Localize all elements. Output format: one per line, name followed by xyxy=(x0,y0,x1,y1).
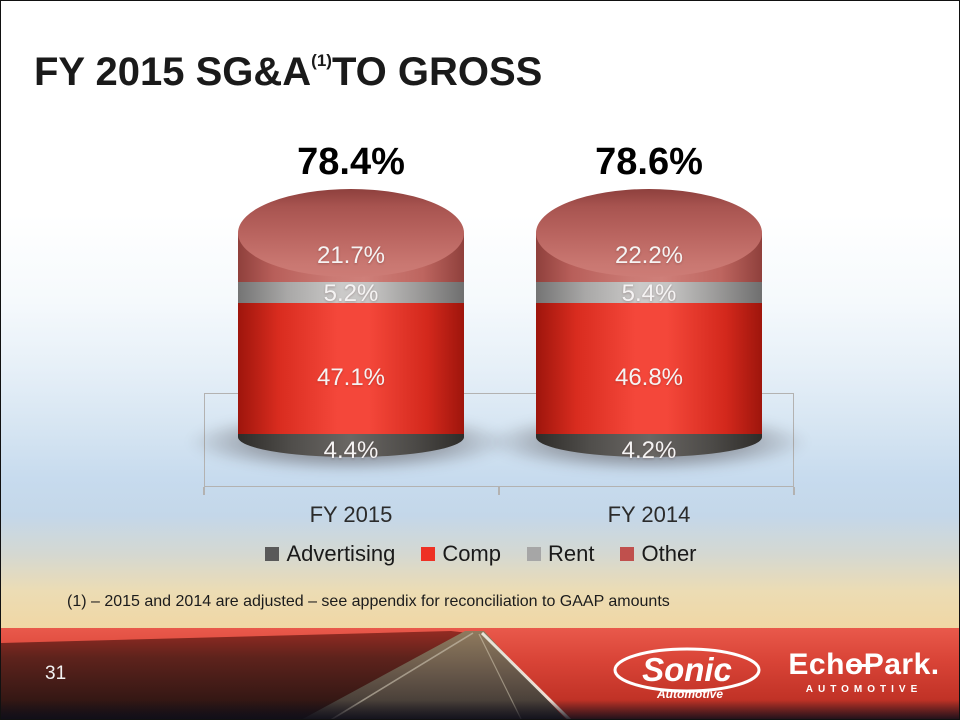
legend-swatch-rent xyxy=(527,547,541,561)
sonic-wordmark: Sonic xyxy=(642,651,732,688)
segment-label-comp-fy-2014: 46.8% xyxy=(614,364,684,391)
category-label-fy-2015: FY 2015 xyxy=(309,502,393,527)
legend-item-other: Other xyxy=(620,541,697,567)
segment-comp-fy-2015 xyxy=(238,303,464,434)
sky-gradient-background xyxy=(1,1,959,629)
title-main: FY 2015 SG&A xyxy=(34,49,312,94)
legend-label: Comp xyxy=(442,541,501,566)
axis-tick xyxy=(793,487,795,495)
segment-label-rent-fy-2014: 5.4% xyxy=(621,280,677,307)
echopark-automotive-text: AUTOMOTIVE xyxy=(805,683,923,695)
cylinder-top-fy-2014 xyxy=(536,189,762,277)
echopark-logo: EchoPark. AUTOMOTIVE xyxy=(769,649,959,695)
sonic-automotive-logo: Sonic Automotive xyxy=(613,647,761,701)
segment-label-rent-fy-2015: 5.2% xyxy=(323,280,379,307)
bottom-dark-edge xyxy=(1,700,959,719)
segment-label-comp-fy-2015: 47.1% xyxy=(316,364,386,391)
legend-swatch-other xyxy=(620,547,635,561)
legend-item-rent: Rent xyxy=(527,541,594,567)
axis-tick xyxy=(498,487,500,495)
category-label-fy-2014: FY 2014 xyxy=(607,502,691,527)
legend-label: Advertising xyxy=(286,541,396,566)
total-label-fy-2015: 78.4% xyxy=(297,141,405,183)
segment-comp-fy-2014 xyxy=(536,303,762,434)
legend-label: Other xyxy=(641,541,697,566)
segment-rent-fy-2014 xyxy=(536,282,762,303)
total-label-fy-2014: 78.6% xyxy=(595,141,703,183)
segment-advertising-fy-2014 xyxy=(536,434,762,457)
page-title: FY 2015 SG&A(1)TO GROSS xyxy=(34,50,542,95)
cylinder-top-fy-2015 xyxy=(238,189,464,277)
segment-label-advertising-fy-2015: 4.4% xyxy=(323,437,379,464)
sonic-automotive-text: Automotive xyxy=(656,687,723,701)
footnote: (1) – 2015 and 2014 are adjusted – see a… xyxy=(67,593,670,610)
chart-legend: Advertising Comp Rent Other xyxy=(1,541,959,567)
segment-label-advertising-fy-2014: 4.2% xyxy=(621,437,677,464)
segment-advertising-fy-2015 xyxy=(238,434,464,457)
segment-label-other-fy-2014: 22.2% xyxy=(614,242,684,269)
legend-item-comp: Comp xyxy=(421,541,501,567)
axis-tick xyxy=(203,487,205,495)
title-footnote-marker: (1) xyxy=(311,51,332,71)
page-number: 31 xyxy=(45,663,67,684)
segment-rent-fy-2015 xyxy=(238,282,464,303)
sonic-oval-swoosh xyxy=(613,647,761,693)
legend-swatch-advertising xyxy=(265,547,280,561)
legend-item-advertising: Advertising xyxy=(265,541,395,567)
segment-label-other-fy-2015: 21.7% xyxy=(316,242,386,269)
title-rest: TO GROSS xyxy=(331,49,543,94)
legend-label: Rent xyxy=(548,541,595,566)
legend-swatch-comp xyxy=(421,547,436,561)
echopark-o-bar xyxy=(848,664,873,667)
road-photo-strip xyxy=(1,628,959,719)
